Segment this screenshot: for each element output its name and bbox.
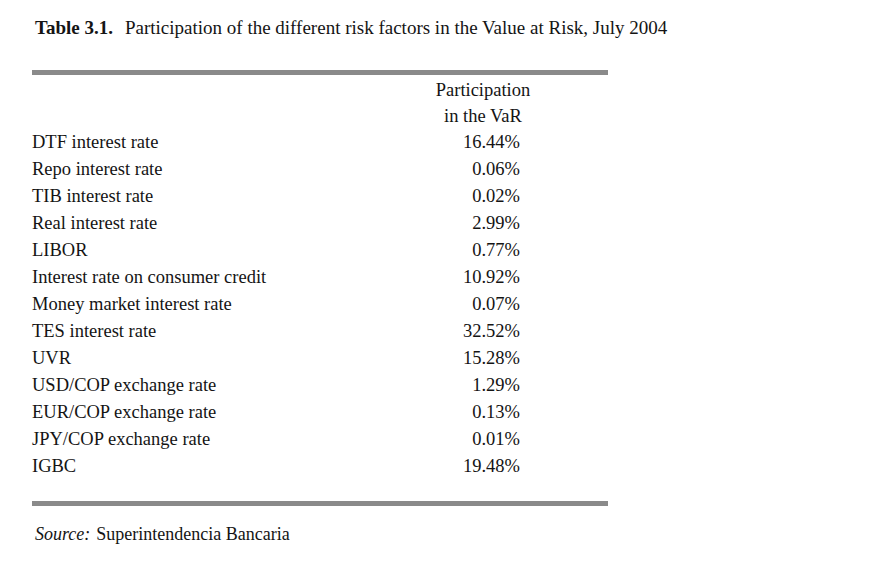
source-note: Source: Superintendencia Bancaria: [35, 521, 290, 547]
participation-value: 2.99%: [358, 210, 608, 237]
paper-page: Table 3.1. Participation of the different…: [0, 0, 893, 575]
participation-value: 0.77%: [358, 237, 608, 264]
table-caption-text: Participation of the different risk fact…: [125, 17, 667, 38]
table-row: LIBOR 0.77%: [32, 237, 608, 264]
risk-factor-name: Interest rate on consumer credit: [32, 264, 358, 291]
table-header-row: Participation in the VaR: [32, 77, 608, 129]
participation-value: 0.13%: [358, 399, 608, 426]
table-row: TIB interest rate 0.02%: [32, 183, 608, 210]
risk-factor-name: Real interest rate: [32, 210, 358, 237]
header-participation-cell: Participation in the VaR: [358, 77, 608, 129]
table-row: Money market interest rate 0.07%: [32, 291, 608, 318]
table-row: EUR/COP exchange rate 0.13%: [32, 399, 608, 426]
table-row: USD/COP exchange rate 1.29%: [32, 372, 608, 399]
risk-factor-name: Money market interest rate: [32, 291, 358, 318]
table-row: UVR 15.28%: [32, 345, 608, 372]
risk-factor-name: TIB interest rate: [32, 183, 358, 210]
participation-value: 0.02%: [358, 183, 608, 210]
participation-value: 16.44%: [358, 129, 608, 156]
table-row: Interest rate on consumer credit 10.92%: [32, 264, 608, 291]
risk-factor-name: UVR: [32, 345, 358, 372]
risk-factor-name: LIBOR: [32, 237, 358, 264]
participation-value: 1.29%: [358, 372, 608, 399]
risk-factors-table: Participation in the VaR DTF interest ra…: [32, 70, 608, 506]
risk-factor-name: DTF interest rate: [32, 129, 358, 156]
table-body: DTF interest rate 16.44% Repo interest r…: [32, 129, 608, 480]
participation-value: 19.48%: [358, 453, 608, 480]
header-participation-line1: Participation: [358, 77, 608, 103]
table-row: JPY/COP exchange rate 0.01%: [32, 426, 608, 453]
participation-value: 10.92%: [358, 264, 608, 291]
table-caption-number: Table 3.1.: [35, 17, 113, 38]
participation-value: 0.01%: [358, 426, 608, 453]
risk-factor-name: IGBC: [32, 453, 358, 480]
risk-factor-name: Repo interest rate: [32, 156, 358, 183]
risk-factor-name: TES interest rate: [32, 318, 358, 345]
participation-value: 0.07%: [358, 291, 608, 318]
participation-value: 32.52%: [358, 318, 608, 345]
table-bottom-rule: [32, 501, 608, 506]
table-row: Real interest rate 2.99%: [32, 210, 608, 237]
source-label: Source:: [35, 524, 90, 544]
table-row: TES interest rate 32.52%: [32, 318, 608, 345]
participation-value: 15.28%: [358, 345, 608, 372]
table-row: Repo interest rate 0.06%: [32, 156, 608, 183]
table-row: IGBC 19.48%: [32, 453, 608, 480]
source-text: Superintendencia Bancaria: [96, 524, 289, 544]
header-factor-spacer: [32, 77, 358, 129]
risk-factor-name: USD/COP exchange rate: [32, 372, 358, 399]
risk-factor-name: EUR/COP exchange rate: [32, 399, 358, 426]
header-participation-line2: in the VaR: [358, 103, 608, 129]
participation-value: 0.06%: [358, 156, 608, 183]
table-top-rule: [32, 70, 608, 75]
table-row: DTF interest rate 16.44%: [32, 129, 608, 156]
risk-factor-name: JPY/COP exchange rate: [32, 426, 358, 453]
table-caption: Table 3.1. Participation of the different…: [35, 15, 667, 41]
